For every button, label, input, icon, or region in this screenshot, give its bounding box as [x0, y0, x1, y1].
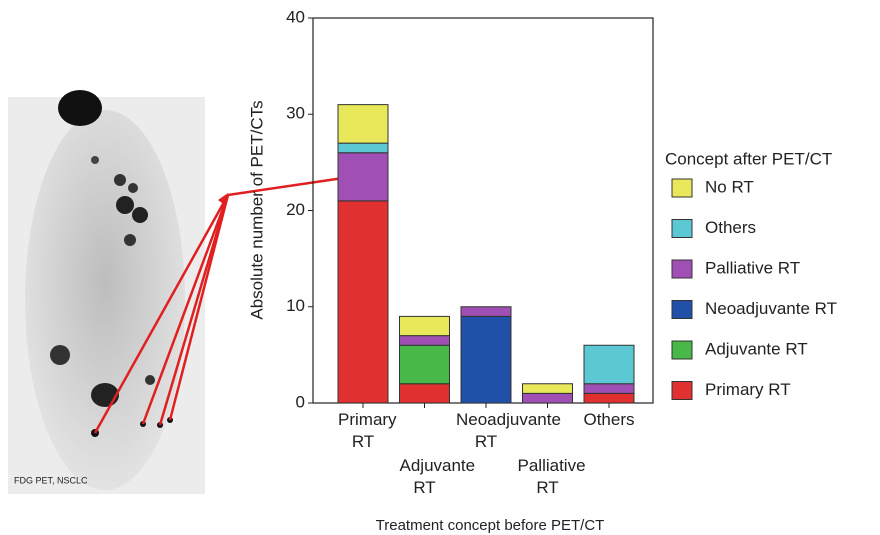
bar-segment	[523, 393, 573, 403]
legend-swatch	[672, 260, 692, 278]
x-tick-label: Primary RT	[338, 409, 388, 453]
legend-swatch	[672, 301, 692, 319]
bar-segment	[338, 201, 388, 403]
legend-swatch	[672, 382, 692, 400]
page: {"image_caption": "FDG PET, NSCLC", "cha…	[0, 0, 880, 535]
bar-segment	[338, 153, 388, 201]
legend-label: Neoadjuvante RT	[705, 299, 837, 318]
x-axis-label: Treatment concept before PET/CT	[376, 517, 605, 534]
bar-segment	[400, 345, 450, 384]
legend-label: Adjuvante RT	[705, 339, 808, 358]
image-caption: FDG PET, NSCLC	[14, 475, 88, 485]
x-tick-label: Palliative RT	[518, 455, 578, 499]
bar-segment	[584, 393, 634, 403]
legend-label: Palliative RT	[705, 258, 800, 277]
bar-segment	[584, 384, 634, 394]
legend-swatch	[672, 179, 692, 197]
legend-swatch	[672, 220, 692, 238]
bar-segment	[523, 384, 573, 394]
legend-title: Concept after PET/CT	[665, 149, 832, 168]
pet-image	[8, 90, 205, 494]
y-tick-label: 20	[286, 200, 305, 219]
bar-segment	[584, 345, 634, 384]
bar-segment	[461, 316, 511, 403]
x-tick-label: Others	[559, 409, 659, 431]
legend-label: Primary RT	[705, 380, 791, 399]
y-tick-label: 10	[286, 296, 305, 315]
x-tick-label: Neoadjuvante RT	[456, 409, 516, 453]
legend-label: No RT	[705, 177, 754, 196]
bar-segment	[400, 384, 450, 403]
legend-label: Others	[705, 218, 756, 237]
bar-segment	[461, 307, 511, 317]
bar-segment	[338, 105, 388, 144]
bar-segment	[338, 143, 388, 153]
y-tick-label: 30	[286, 104, 305, 123]
legend-swatch	[672, 341, 692, 359]
y-tick-label: 0	[296, 392, 305, 411]
y-tick-label: 40	[286, 7, 305, 26]
x-tick-label: Adjuvante RT	[400, 455, 450, 499]
bar-segment	[400, 336, 450, 346]
y-axis-label: Absolute number of PET/CTs	[247, 100, 266, 319]
bar-segment	[400, 316, 450, 335]
